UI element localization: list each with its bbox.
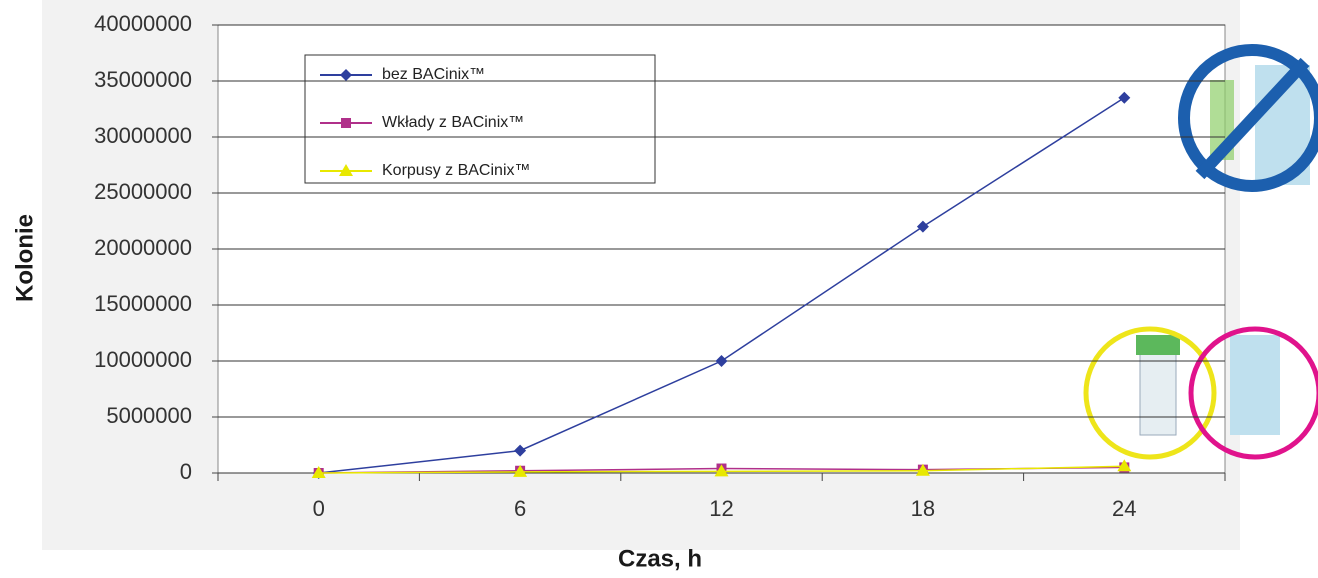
y-tick-label: 10000000 bbox=[94, 347, 192, 372]
y-tick-label: 15000000 bbox=[94, 291, 192, 316]
x-tick-label: 0 bbox=[313, 496, 325, 521]
legend-label: bez BACinix™ bbox=[382, 66, 485, 83]
x-axis-label: Czas, h bbox=[618, 545, 702, 572]
x-tick-label: 6 bbox=[514, 496, 526, 521]
y-tick-label: 40000000 bbox=[94, 11, 192, 36]
y-tick-label: 0 bbox=[180, 459, 192, 484]
y-tick-label: 20000000 bbox=[94, 235, 192, 260]
x-tick-label: 12 bbox=[709, 496, 733, 521]
y-tick-label: 30000000 bbox=[94, 123, 192, 148]
page: Kolonie Czas, h 0 5000000 10000000 15000000… bbox=[0, 0, 1318, 578]
legend-label: Wkłady z BACinix™ bbox=[382, 114, 524, 131]
x-tick-label: 18 bbox=[911, 496, 935, 521]
legend-marker bbox=[341, 118, 351, 128]
y-tick-label: 25000000 bbox=[94, 179, 192, 204]
y-axis-label: Kolonie bbox=[11, 214, 38, 302]
y-tick-label: 35000000 bbox=[94, 67, 192, 92]
x-tick-label: 24 bbox=[1112, 496, 1136, 521]
y-tick-label: 5000000 bbox=[106, 403, 192, 428]
legend-label: Korpusy z BACinix™ bbox=[382, 162, 531, 179]
chart: Kolonie Czas, h 0 5000000 10000000 15000000… bbox=[0, 0, 1318, 578]
